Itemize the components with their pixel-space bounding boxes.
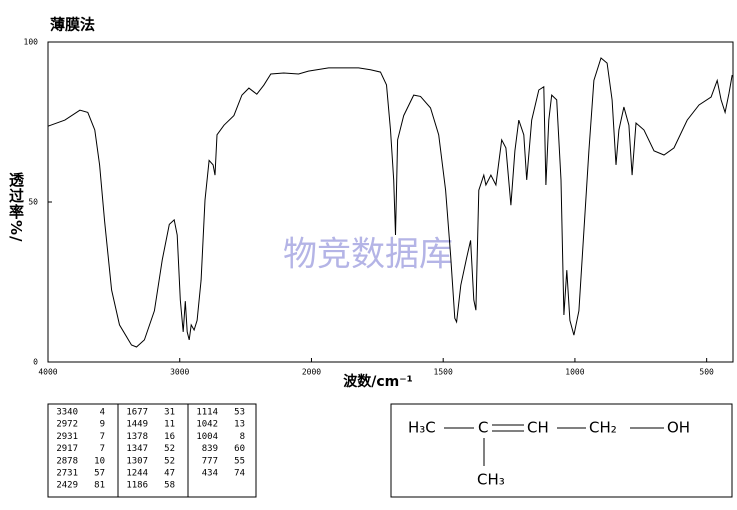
peak-wavenumber: 2917 <box>56 444 78 454</box>
peak-wavenumber: 1449 <box>126 420 148 430</box>
peak-wavenumber: 2972 <box>56 420 78 430</box>
peak-transmittance: 55 <box>234 456 245 466</box>
structure: H₃C C CH CH₂ OH CH₃ <box>408 419 690 489</box>
atom: C <box>478 419 488 437</box>
peak-table-frame <box>47 403 257 498</box>
peak-wavenumber: 3340 <box>56 408 78 418</box>
atom: CH₂ <box>589 419 617 437</box>
peak-transmittance: 31 <box>164 408 175 418</box>
peak-transmittance: 74 <box>234 469 245 479</box>
peak-transmittance: 52 <box>164 456 175 466</box>
peak-transmittance: 57 <box>94 469 105 479</box>
peak-wavenumber: 2931 <box>56 432 78 442</box>
peak-wavenumber: 1307 <box>126 456 148 466</box>
peak-transmittance: 11 <box>164 420 175 430</box>
watermark: 物竞数据库 <box>283 235 453 275</box>
peak-wavenumber: 1114 <box>196 408 218 418</box>
x-tick-label: 500 <box>699 368 714 377</box>
x-tick-label: 2000 <box>302 368 321 377</box>
y-axis-label: 透过率%/ <box>7 172 25 243</box>
x-axis-label: 波数/cm⁻¹ <box>343 373 413 390</box>
peak-wavenumber: 1378 <box>126 432 148 442</box>
x-tick-label: 1000 <box>565 368 584 377</box>
y-tick-label: 50 <box>28 198 38 207</box>
peak-transmittance: 7 <box>100 444 105 454</box>
peak-transmittance: 13 <box>234 420 245 430</box>
atom: H₃C <box>408 419 436 437</box>
peak-wavenumber: 2731 <box>56 469 78 479</box>
peak-transmittance: 47 <box>164 469 175 479</box>
atom: CH <box>527 419 549 437</box>
peak-transmittance: 60 <box>234 444 245 454</box>
y-tick-label: 0 <box>33 358 38 367</box>
peak-wavenumber: 434 <box>202 469 218 479</box>
x-tick-label: 3000 <box>170 368 189 377</box>
plot-frame <box>47 41 734 363</box>
y-tick-label: 100 <box>24 38 39 47</box>
peak-wavenumber: 2878 <box>56 456 78 466</box>
chart-title: 薄膜法 <box>50 16 95 34</box>
peak-transmittance: 4 <box>100 408 105 418</box>
peak-wavenumber: 2429 <box>56 481 78 491</box>
x-tick-label: 4000 <box>38 368 57 377</box>
peak-transmittance: 10 <box>94 456 105 466</box>
peak-wavenumber: 1186 <box>126 481 148 491</box>
peak-transmittance: 8 <box>240 432 245 442</box>
peak-transmittance: 81 <box>94 481 105 491</box>
peak-wavenumber: 1042 <box>196 420 218 430</box>
atom: CH₃ <box>477 471 505 489</box>
peak-transmittance: 16 <box>164 432 175 442</box>
peak-wavenumber: 839 <box>202 444 218 454</box>
peak-wavenumber: 777 <box>202 456 218 466</box>
peak-wavenumber: 1004 <box>196 432 218 442</box>
peak-wavenumber: 1677 <box>126 408 148 418</box>
peak-wavenumber: 1347 <box>126 444 148 454</box>
peak-transmittance: 9 <box>100 420 105 430</box>
peak-transmittance: 7 <box>100 432 105 442</box>
peak-transmittance: 52 <box>164 444 175 454</box>
x-tick-label: 1500 <box>434 368 453 377</box>
atom: OH <box>667 419 690 437</box>
structure-frame <box>390 403 733 498</box>
peak-transmittance: 58 <box>164 481 175 491</box>
spectrum-line <box>47 57 733 348</box>
peak-wavenumber: 1244 <box>126 469 148 479</box>
peak-transmittance: 53 <box>234 408 245 418</box>
